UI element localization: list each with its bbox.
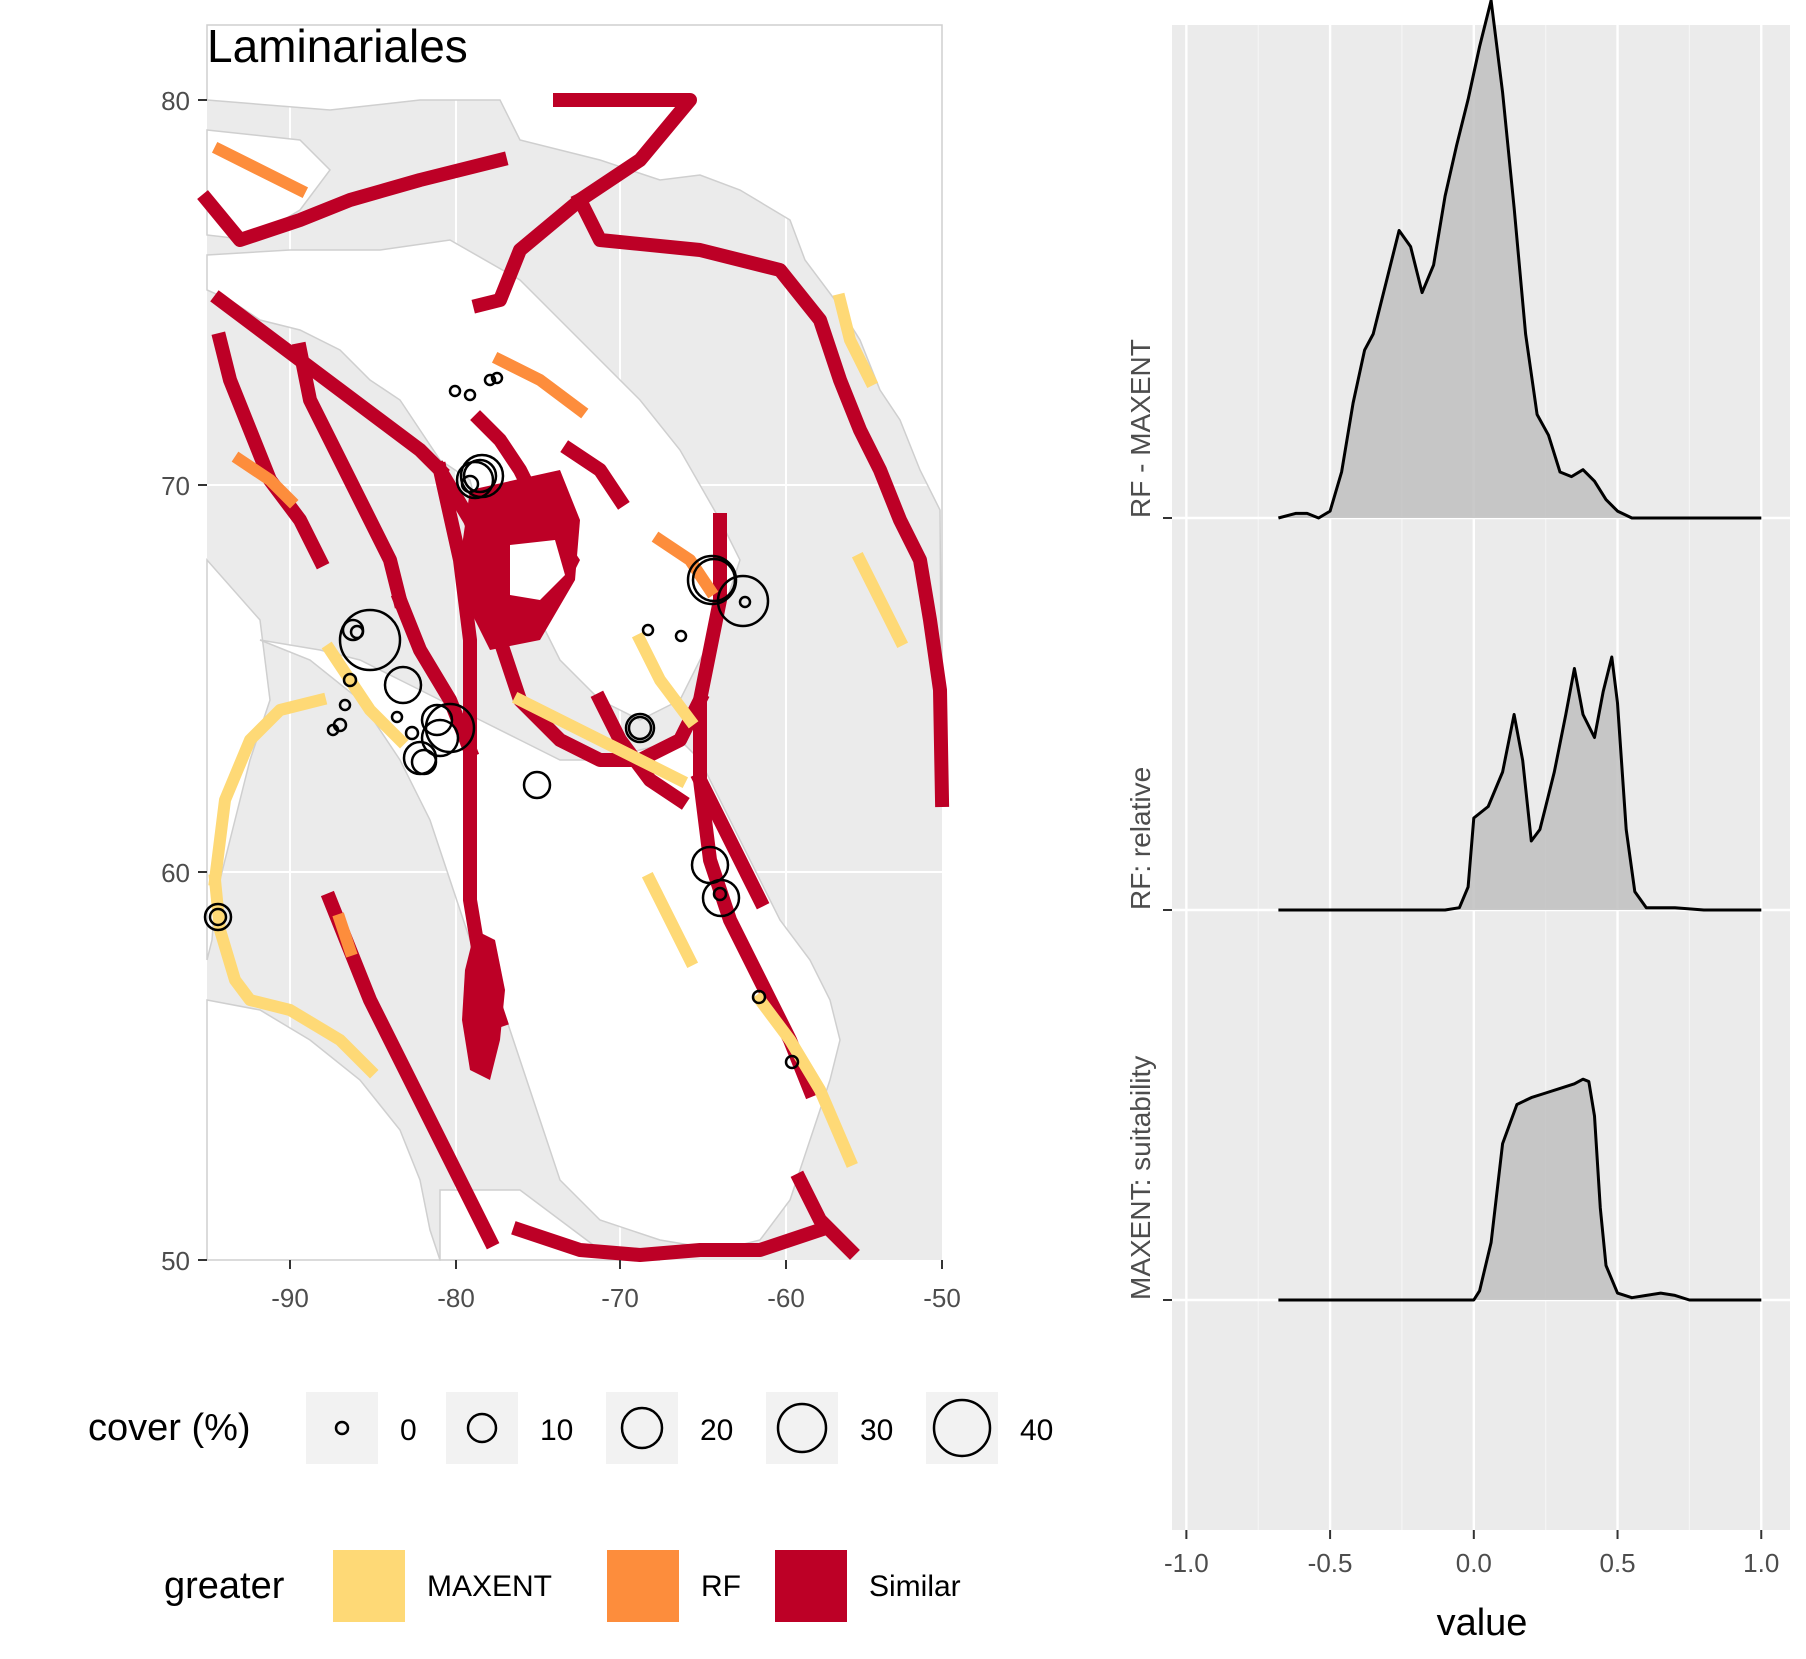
ridgeline-category-label: MAXENT: suitability — [1125, 1056, 1156, 1300]
legend-greater-label: Similar — [869, 1570, 961, 1603]
ridgeline-x-tick-label: 0.0 — [1456, 1548, 1492, 1578]
legend-cover-key: 20 — [606, 1392, 733, 1464]
ridgeline-category-label: RF - MAXENT — [1125, 339, 1156, 518]
ridgeline-density-line — [1278, 655, 1762, 912]
ridgeline-area — [1278, 1079, 1762, 1300]
map-foxe-island — [510, 540, 565, 600]
legend-greater-title: greater — [164, 1565, 285, 1607]
ridgeline-x-tick-label: 0.5 — [1599, 1548, 1635, 1578]
map-cover-circles — [203, 371, 800, 1070]
legend-cover-label: 10 — [540, 1414, 573, 1447]
ridgeline-y-axis: MAXENT: suitability RF: relative RF - MAXE… — [1125, 339, 1172, 1301]
legend-cover: cover (%) 0 10 20 30 40 — [88, 1392, 1053, 1464]
map-panel: 80 70 60 50 -90 -80 -70 -60 -50 Laminari… — [161, 20, 961, 1313]
legend-cover-key: 10 — [446, 1392, 573, 1464]
map-x-tick: -80 — [437, 1283, 475, 1313]
legend-greater-swatch-maxent — [333, 1550, 405, 1622]
map-y-axis: 80 70 60 50 — [161, 86, 207, 1276]
legend-cover-key: 0 — [306, 1392, 417, 1464]
ridgeline-x-tick-label: -1.0 — [1164, 1548, 1209, 1578]
legend-cover-label: 0 — [400, 1414, 417, 1447]
map-coast-rf — [211, 141, 719, 958]
legend-cover-key: 30 — [766, 1392, 893, 1464]
ridgeline-area — [1278, 657, 1762, 910]
map-x-tick: -60 — [767, 1283, 805, 1313]
map-similar-patch-james-bay — [462, 930, 505, 1080]
ridgeline-panel: MAXENT: suitability RF: relative RF - MAXE… — [1125, 0, 1790, 1644]
map-y-tick: 70 — [161, 471, 190, 501]
legend-cover-title: cover (%) — [88, 1407, 251, 1449]
legend-greater-swatch-rf — [607, 1550, 679, 1622]
map-y-tick: 50 — [161, 1246, 190, 1276]
ridgeline-area — [1278, 0, 1762, 518]
map-x-tick: -90 — [271, 1283, 309, 1313]
ridgeline-x-tick-label: 1.0 — [1743, 1548, 1779, 1578]
legend-cover-label: 40 — [1020, 1414, 1053, 1447]
map-title: Laminariales — [207, 20, 468, 72]
legend-cover-key: 40 — [926, 1392, 1053, 1464]
legend-greater-swatch-similar — [775, 1550, 847, 1622]
legend-cover-label: 20 — [700, 1414, 733, 1447]
ridgeline-density-line — [1278, 0, 1762, 520]
ridgeline-x-tick-label: -0.5 — [1308, 1548, 1353, 1578]
map-x-axis: -90 -80 -70 -60 -50 — [271, 1260, 961, 1313]
legend-greater-label: MAXENT — [427, 1570, 552, 1603]
map-x-tick: -50 — [923, 1283, 961, 1313]
legend-cover-label: 30 — [860, 1414, 893, 1447]
ridgeline-x-axis-title: value — [1437, 1602, 1528, 1644]
map-y-tick: 80 — [161, 86, 190, 116]
ridgeline-density-line — [1278, 1077, 1762, 1302]
ridgeline-category-label: RF: relative — [1125, 767, 1156, 910]
map-y-tick: 60 — [161, 858, 190, 888]
legend-greater-label: RF — [701, 1570, 741, 1603]
ridgeline-x-axis: -1.0 -0.5 0.0 0.5 1.0 — [1164, 1530, 1779, 1578]
ridgeline-series — [1278, 0, 1762, 1302]
map-x-tick: -70 — [601, 1283, 639, 1313]
legend-greater: greater MAXENT RF Similar — [164, 1550, 961, 1622]
